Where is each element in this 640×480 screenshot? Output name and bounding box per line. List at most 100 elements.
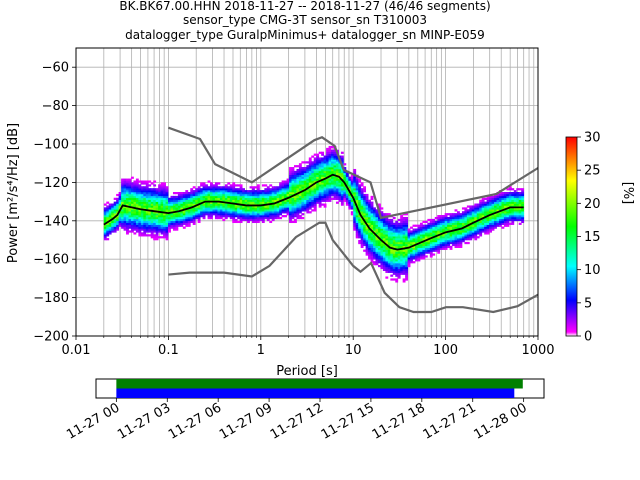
density-cell: [511, 199, 515, 202]
density-cell: [412, 230, 416, 233]
density-cell: [375, 243, 379, 247]
density-cell: [108, 205, 112, 208]
density-cell: [266, 213, 270, 216]
density-cell: [214, 213, 218, 216]
density-cell: [516, 199, 520, 202]
density-cell: [365, 216, 369, 220]
density-cell: [489, 207, 492, 210]
density-cell: [172, 203, 176, 206]
density-cell: [128, 213, 132, 216]
density-cell: [155, 232, 159, 235]
density-cell: [434, 238, 438, 241]
density-cell: [311, 170, 315, 174]
density-cell: [457, 240, 460, 243]
density-cell: [466, 211, 470, 214]
density-cell: [375, 209, 379, 212]
density-cell: [311, 197, 315, 200]
density-cell: [449, 222, 453, 225]
density-cell: [123, 222, 127, 225]
density-cell: [205, 213, 208, 216]
density-cell: [427, 218, 431, 222]
density-cell: [160, 230, 164, 233]
density-cell: [355, 226, 359, 229]
density-cell: [160, 193, 164, 197]
density-cell: [457, 222, 460, 225]
density-cell: [133, 192, 137, 195]
density-cell: [442, 215, 446, 218]
density-cell: [284, 205, 287, 208]
y-tick-label: −100: [33, 138, 69, 153]
density-cell: [180, 224, 184, 227]
density-cell: [150, 193, 154, 197]
density-cell: [291, 209, 295, 212]
density-cell: [289, 170, 292, 174]
density-cell: [133, 205, 137, 208]
density-cell: [103, 203, 107, 206]
density-cell: [148, 192, 152, 195]
density-cell: [476, 236, 480, 239]
density-cell: [180, 222, 184, 225]
density-cell: [153, 203, 157, 206]
density-cell: [153, 228, 157, 231]
density-cell: [518, 209, 522, 212]
density-cell: [429, 240, 433, 243]
density-cell: [298, 190, 302, 193]
density-cell: [210, 215, 213, 218]
density-cell: [484, 222, 488, 225]
density-cell: [417, 226, 421, 229]
density-cell: [358, 195, 362, 199]
density-cell: [214, 184, 218, 187]
density-cell: [427, 249, 431, 252]
density-cell: [214, 209, 218, 212]
density-cell: [419, 251, 423, 254]
timeline-tick-label: 11-27 09: [217, 400, 275, 442]
density-cell: [182, 203, 186, 206]
density-cell: [247, 216, 250, 220]
density-cell: [148, 201, 152, 204]
density-cell: [521, 195, 525, 199]
density-cell: [195, 197, 199, 200]
density-cell: [508, 192, 512, 195]
density-cell: [123, 184, 127, 187]
density-cell: [185, 199, 189, 202]
density-cell: [323, 195, 327, 199]
density-cell: [247, 220, 250, 224]
density-cell: [121, 226, 124, 229]
density-cell: [130, 186, 134, 189]
density-cell: [217, 207, 221, 210]
density-cell: [239, 190, 243, 193]
density-cell: [417, 243, 421, 247]
density-cell: [121, 178, 124, 181]
density-cell: [222, 192, 226, 195]
density-cell: [422, 249, 426, 252]
density-cell: [128, 203, 132, 206]
density-cell: [271, 211, 275, 214]
density-cell: [185, 201, 189, 204]
density-cell: [368, 201, 371, 204]
density-cell: [271, 216, 275, 220]
density-cell: [138, 211, 142, 214]
density-cell: [373, 228, 376, 231]
density-cell: [123, 218, 127, 222]
density-cell: [170, 218, 174, 222]
density-cell: [323, 155, 327, 158]
density-cell: [227, 203, 231, 206]
density-cell: [219, 216, 223, 220]
density-cell: [168, 209, 171, 212]
density-cell: [363, 213, 367, 216]
density-cell: [345, 199, 349, 202]
density-cell: [385, 270, 389, 273]
density-cell: [308, 188, 312, 191]
density-cell: [130, 205, 134, 208]
density-cell: [180, 205, 184, 208]
density-cell: [392, 263, 396, 266]
density-cell: [365, 199, 369, 202]
density-cell: [311, 167, 315, 170]
density-cell: [313, 153, 317, 156]
density-cell: [405, 255, 408, 258]
density-cell: [249, 186, 253, 189]
density-cell: [160, 236, 164, 239]
density-cell: [212, 192, 216, 195]
density-cell: [150, 222, 154, 225]
density-cell: [382, 240, 386, 243]
